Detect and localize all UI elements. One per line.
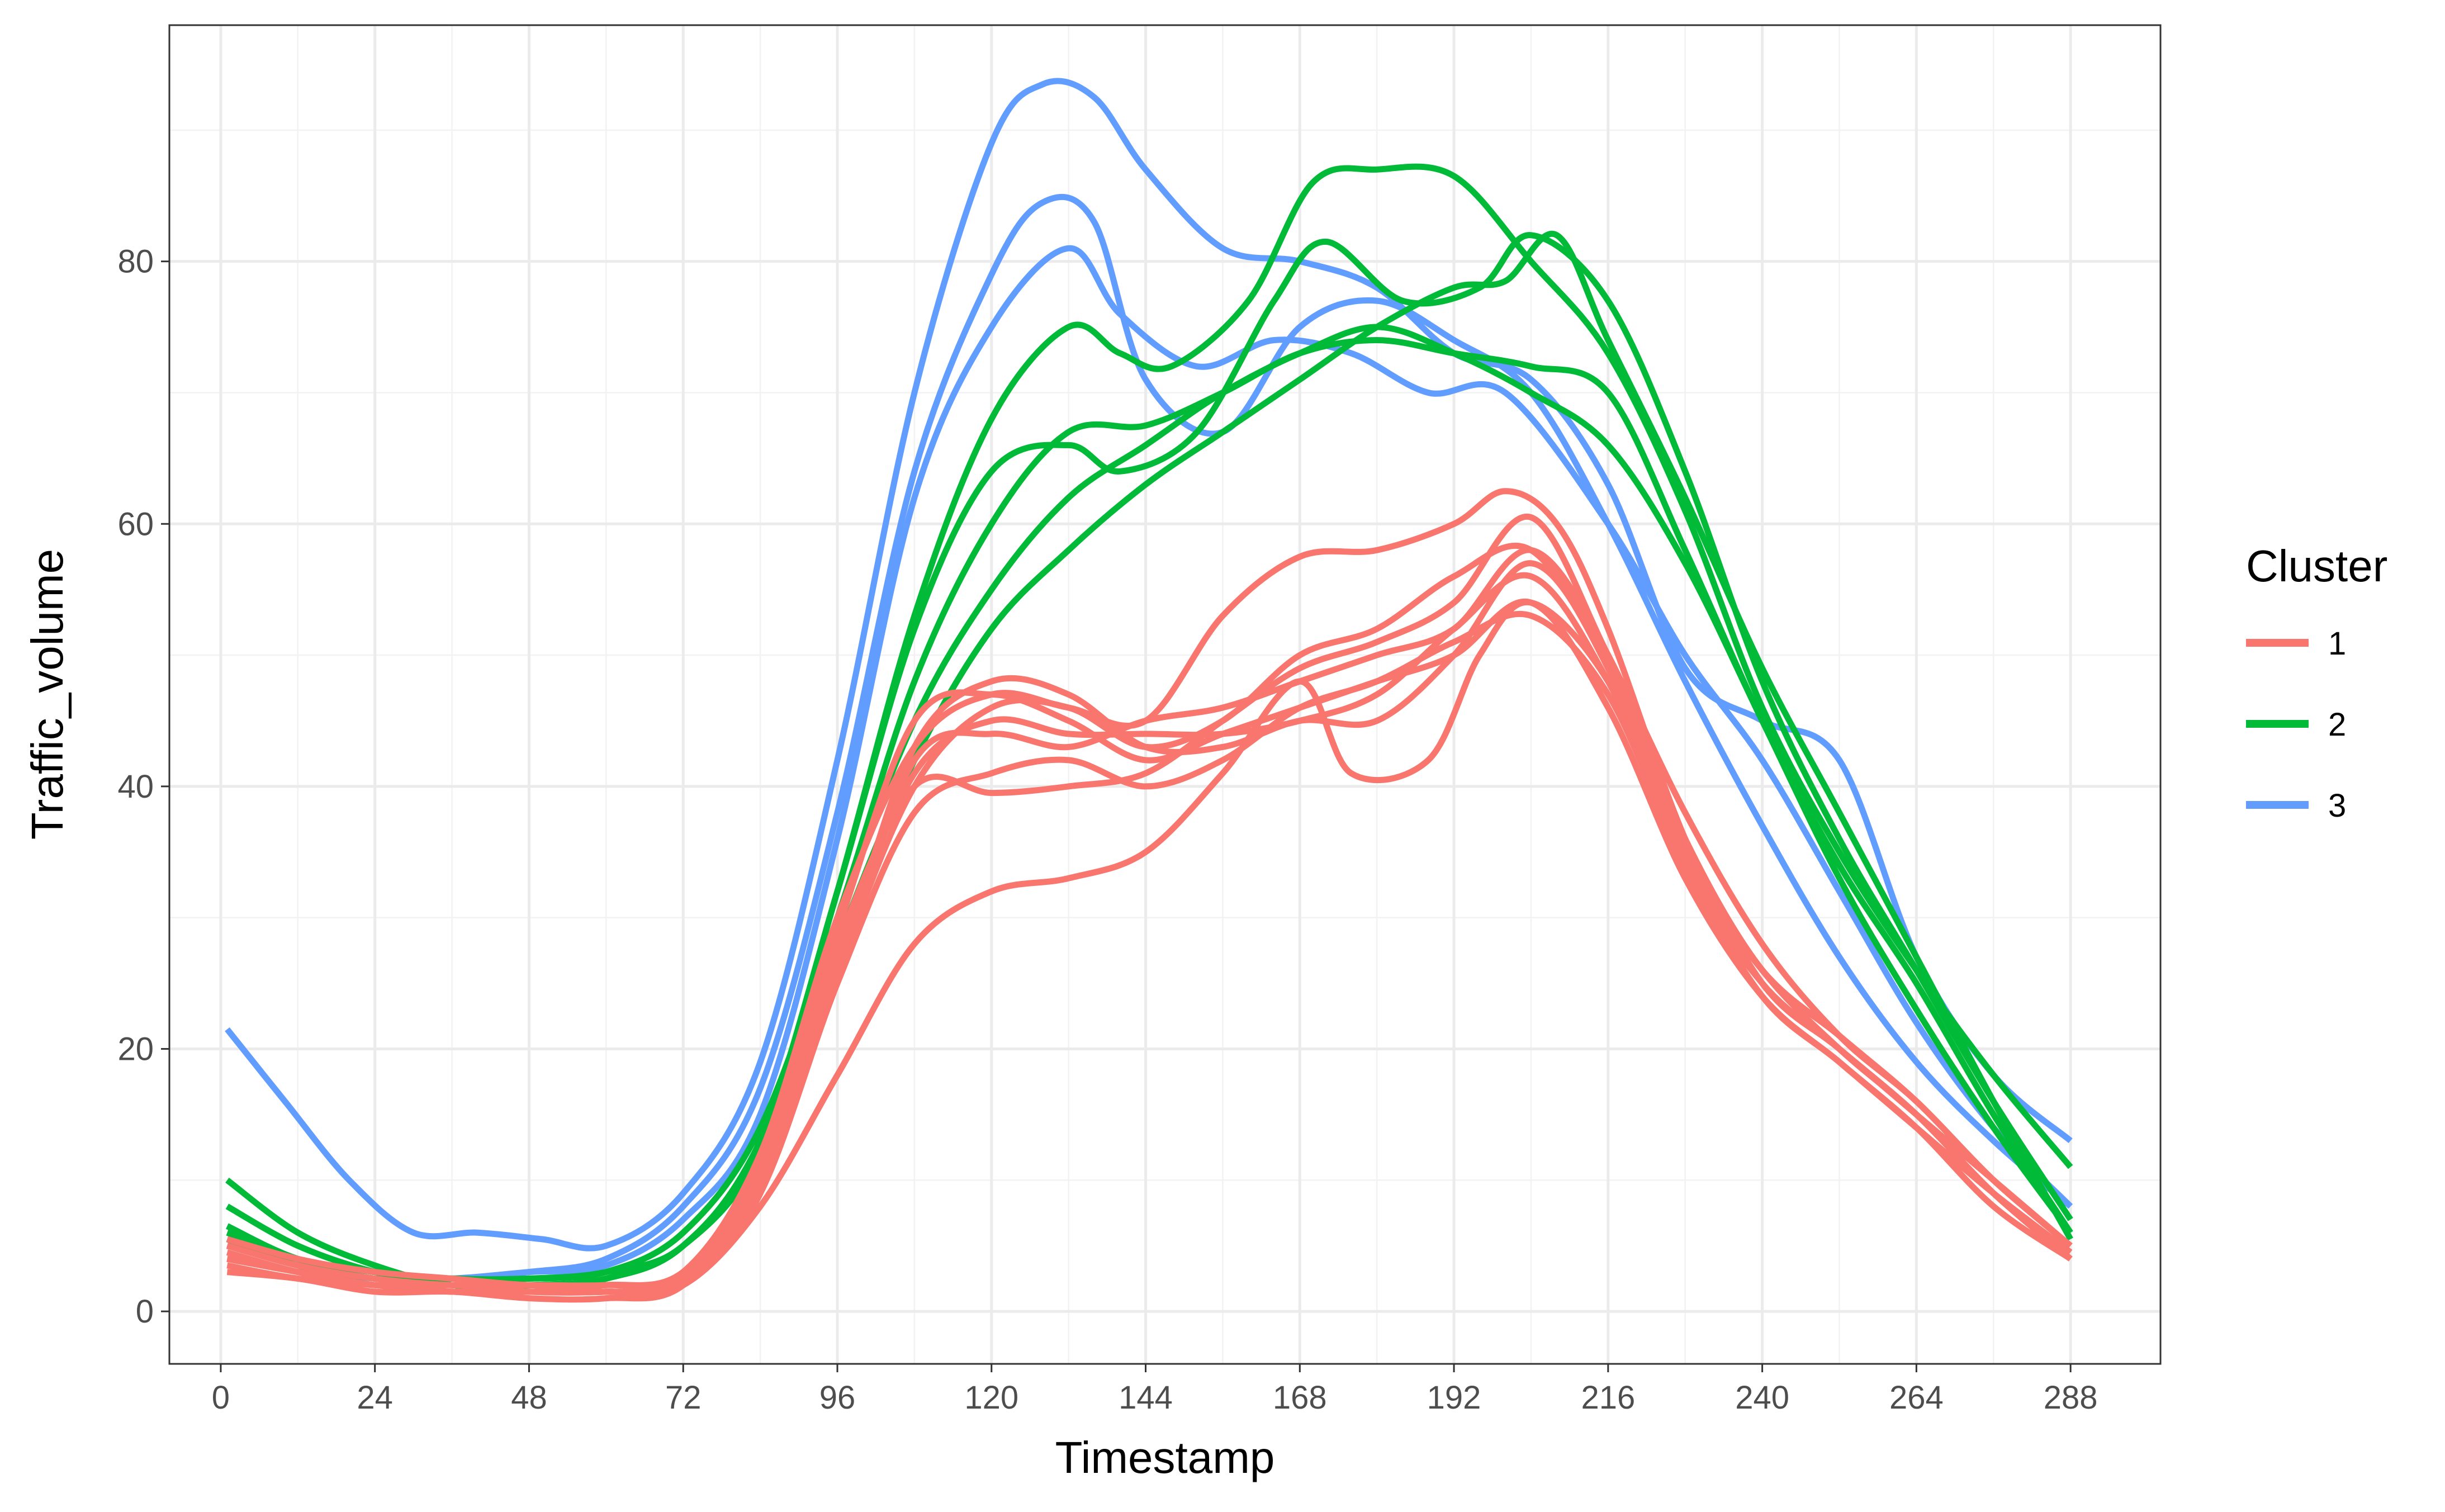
x-tick-label: 96	[819, 1380, 856, 1416]
y-tick-label: 80	[117, 244, 154, 280]
y-axis-title: Traffic_volume	[22, 549, 72, 840]
plot-panel-background	[169, 25, 2160, 1364]
legend-title: Cluster	[2246, 541, 2387, 591]
x-tick-label: 120	[964, 1380, 1018, 1416]
legend-label-cluster-3: 3	[2328, 788, 2346, 824]
x-tick-label: 288	[2044, 1380, 2098, 1416]
x-tick-label: 48	[511, 1380, 547, 1416]
x-axis-title: Timestamp	[1055, 1433, 1275, 1482]
legend-label-cluster-1: 1	[2328, 625, 2346, 662]
x-tick-label: 216	[1581, 1380, 1635, 1416]
x-tick-label: 0	[212, 1380, 230, 1416]
x-tick-label: 168	[1273, 1380, 1327, 1416]
y-tick-label: 60	[117, 506, 154, 542]
x-tick-label: 192	[1427, 1380, 1481, 1416]
y-tick-label: 20	[117, 1031, 154, 1067]
x-tick-label: 264	[1889, 1380, 1944, 1416]
legend-label-cluster-2: 2	[2328, 707, 2346, 743]
x-tick-label: 144	[1119, 1380, 1173, 1416]
y-tick-label: 0	[136, 1293, 154, 1330]
x-tick-label: 24	[357, 1380, 393, 1416]
x-tick-label: 240	[1735, 1380, 1789, 1416]
y-tick-label: 40	[117, 769, 154, 805]
x-tick-label: 72	[665, 1380, 702, 1416]
